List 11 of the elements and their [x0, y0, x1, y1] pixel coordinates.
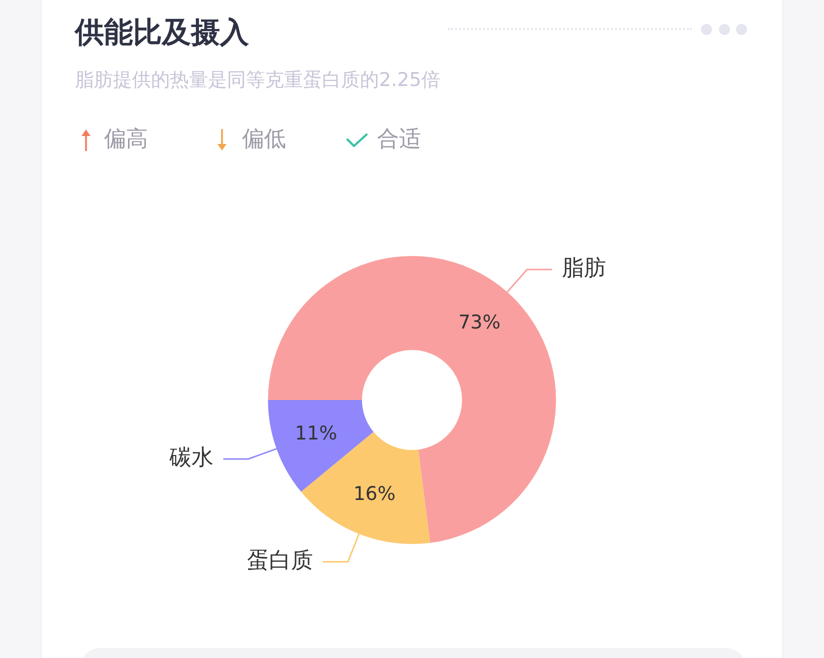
data-label: 73%	[458, 311, 501, 334]
slice-label: 蛋白质	[246, 548, 313, 574]
text: 偏高	[104, 126, 148, 154]
chart-subtitle: 脂肪提供的热量是同等克重蛋白质的2.25倍	[75, 68, 440, 93]
text: 偏低	[242, 126, 286, 154]
text: 合适	[377, 126, 421, 154]
slice-label: 脂肪	[562, 256, 606, 282]
chart-title: 供能比及摄入	[75, 14, 249, 51]
data-label: 16%	[353, 482, 396, 505]
slice-label: 碳水	[168, 446, 214, 471]
data-label: 11%	[294, 422, 338, 444]
